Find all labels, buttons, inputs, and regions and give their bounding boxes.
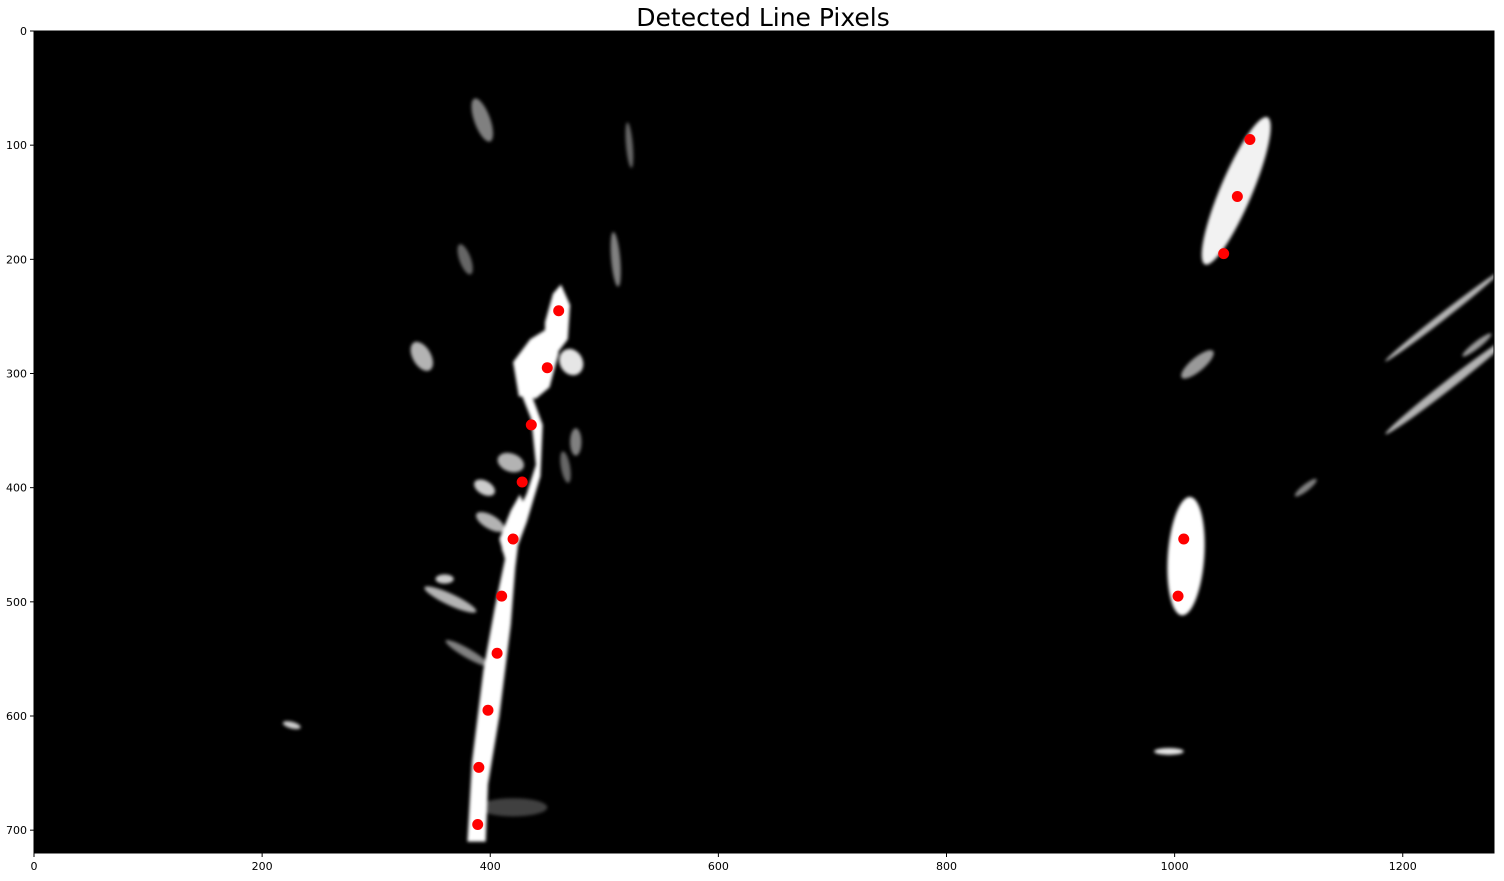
- left-noise-blob: [497, 452, 525, 473]
- data-point: [496, 590, 508, 602]
- data-point: [1244, 133, 1256, 145]
- right-lane-upper: [1201, 117, 1271, 265]
- marker-layer: [472, 133, 1256, 830]
- image-area: [34, 31, 1494, 853]
- left-noise-blob: [559, 348, 584, 376]
- data-point: [1231, 191, 1243, 203]
- data-point: [516, 476, 528, 488]
- data-point: [473, 761, 485, 773]
- data-point: [541, 362, 553, 374]
- y-tick-label: 0: [20, 25, 27, 38]
- right-noise-blob: [1385, 335, 1504, 435]
- axes: 0 200 400 600 800 1000 1200 0 100 200 300 400 500 600…: [6, 25, 1495, 873]
- left-noise-blob: [610, 232, 621, 287]
- y-tick-label: 200: [6, 253, 27, 266]
- left-noise-blob: [410, 341, 434, 371]
- right-noise-blob: [1154, 747, 1184, 755]
- image-background: [34, 31, 1494, 853]
- chart-title: Detected Line Pixels: [636, 3, 889, 32]
- left-noise-blob: [476, 511, 505, 532]
- x-tick-label: 400: [480, 860, 501, 873]
- x-tick-label: 1200: [1389, 860, 1417, 873]
- data-point: [1172, 590, 1184, 602]
- left-lane-top: [545, 284, 571, 355]
- right-noise-blob: [1294, 478, 1317, 497]
- right-noise-blob: [1462, 333, 1492, 357]
- right-noise-blob: [1181, 350, 1214, 379]
- left-noise-blob: [474, 479, 496, 496]
- data-point: [1218, 248, 1230, 260]
- x-tick-label: 600: [708, 860, 729, 873]
- left-noise-blob: [282, 721, 301, 730]
- left-noise-blob: [457, 244, 473, 275]
- left-noise-blob: [424, 586, 477, 613]
- y-tick-label: 400: [6, 482, 27, 495]
- data-point: [525, 419, 537, 431]
- left-noise-blob: [625, 122, 634, 168]
- right-noise-blob: [1385, 271, 1501, 362]
- data-point: [1178, 533, 1190, 545]
- left-noise-blob: [570, 428, 582, 456]
- left-lane-block: [499, 494, 527, 568]
- right-lane-lower: [1167, 496, 1205, 616]
- left-noise-blob: [435, 574, 454, 584]
- left-noise-blob: [560, 451, 571, 483]
- left-noise-blob: [471, 98, 494, 142]
- axes-frame: [33, 30, 1495, 854]
- left-lane-cluster: [513, 330, 559, 399]
- x-tick-label: 800: [936, 860, 957, 873]
- y-tick-label: 600: [6, 710, 27, 723]
- left-noise-blob: [445, 640, 490, 667]
- left-noise-blob: [478, 798, 548, 817]
- y-tick-label: 300: [6, 368, 27, 381]
- x-tick-label: 200: [252, 860, 273, 873]
- y-tick-label: 700: [6, 824, 27, 837]
- y-tick-label: 100: [6, 139, 27, 152]
- data-point: [482, 704, 494, 716]
- y-tick-label: 500: [6, 596, 27, 609]
- data-point: [472, 818, 484, 830]
- data-point: [507, 533, 519, 545]
- data-point: [553, 305, 565, 317]
- data-point: [491, 647, 503, 659]
- x-tick-label: 0: [31, 860, 38, 873]
- x-tick-label: 1000: [1161, 860, 1189, 873]
